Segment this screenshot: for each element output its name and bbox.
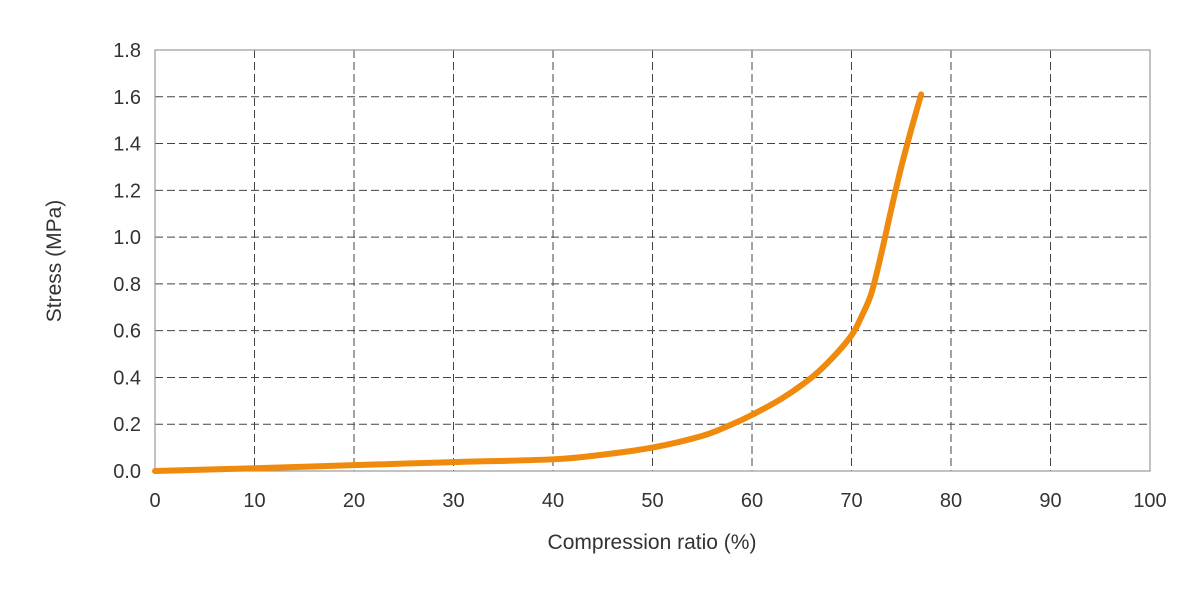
grid (155, 50, 1150, 471)
y-tick-label: 0.2 (113, 414, 141, 436)
x-tick-label: 90 (1039, 490, 1061, 512)
y-tick-label: 0.4 (113, 367, 141, 389)
stress-curve-line (152, 91, 925, 474)
x-tick-label: 20 (343, 490, 365, 512)
x-tick-label: 30 (442, 490, 464, 512)
y-tick-label: 1.0 (113, 227, 141, 249)
x-axis-ticks: 0 10 20 30 40 50 60 70 80 90 100 (149, 490, 1166, 512)
x-axis-label: Compression ratio (%) (548, 531, 757, 554)
x-tick-label: 40 (542, 490, 564, 512)
y-tick-label: 1.4 (113, 134, 141, 156)
y-tick-label: 0.8 (113, 274, 141, 296)
x-tick-label: 100 (1133, 490, 1166, 512)
series-layer (152, 91, 925, 474)
y-tick-label: 0.6 (113, 321, 141, 343)
y-tick-label: 0.0 (113, 461, 141, 483)
x-tick-label: 0 (149, 490, 160, 512)
x-tick-label: 60 (741, 490, 763, 512)
x-tick-label: 70 (840, 490, 862, 512)
y-tick-label: 1.8 (113, 40, 141, 62)
plot-area-frame (154, 49, 1151, 472)
x-tick-label: 10 (243, 490, 265, 512)
y-axis-ticks: 0.0 0.2 0.4 0.6 0.8 1.0 1.2 1.4 1.6 1.8 (113, 40, 141, 483)
x-tick-label: 50 (641, 490, 663, 512)
x-tick-label: 80 (940, 490, 962, 512)
y-tick-label: 1.2 (113, 180, 141, 202)
y-axis-label: Stress (MPa) (43, 200, 66, 323)
y-tick-label: 1.6 (113, 87, 141, 109)
